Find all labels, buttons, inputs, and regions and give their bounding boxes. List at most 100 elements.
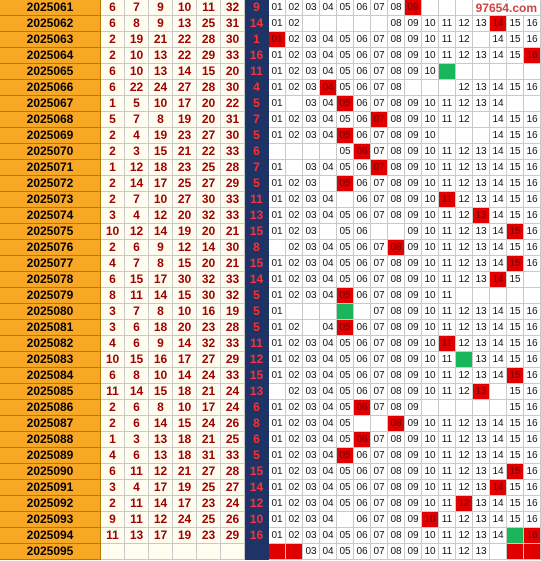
trend-cell: 11 bbox=[439, 464, 456, 480]
red-number: 31 bbox=[221, 16, 245, 32]
trend-cell: 09 bbox=[405, 96, 422, 112]
trend-cell: 07 bbox=[371, 496, 388, 512]
red-number: 10 bbox=[149, 96, 173, 112]
red-number: 15 bbox=[149, 384, 173, 400]
trend-cell bbox=[422, 0, 439, 16]
trend-cell: 08 bbox=[388, 256, 405, 272]
trend-cell: 09 bbox=[405, 320, 422, 336]
trend-cell: 13 bbox=[473, 48, 490, 64]
trend-cell: 06 bbox=[354, 144, 371, 160]
trend-cell: 09 bbox=[405, 288, 422, 304]
red-number: 6 bbox=[101, 64, 125, 80]
red-number bbox=[149, 544, 173, 560]
trend-cell: 10 bbox=[422, 208, 439, 224]
trend-cell: 02 bbox=[286, 112, 303, 128]
trend-cell: 04 bbox=[320, 464, 337, 480]
trend-cell: 05 bbox=[337, 288, 354, 304]
red-number: 23 bbox=[197, 496, 221, 512]
trend-cell: 01 bbox=[269, 48, 286, 64]
red-number: 32 bbox=[197, 208, 221, 224]
red-number: 10 bbox=[173, 0, 197, 16]
trend-cell: 08 bbox=[388, 416, 405, 432]
trend-cell: 08 bbox=[388, 368, 405, 384]
red-number: 19 bbox=[221, 304, 245, 320]
trend-cell bbox=[490, 288, 507, 304]
trend-cell: 12 bbox=[456, 304, 473, 320]
trend-cell: 16 bbox=[524, 16, 541, 32]
trend-cell: 06 bbox=[354, 48, 371, 64]
trend-cell: 12 bbox=[456, 192, 473, 208]
red-number: 10 bbox=[101, 352, 125, 368]
red-number: 2 bbox=[101, 400, 125, 416]
red-number: 3 bbox=[125, 144, 149, 160]
trend-cell: 11 bbox=[439, 96, 456, 112]
trend-cell: 05 bbox=[337, 496, 354, 512]
period: 2025064 bbox=[0, 48, 101, 64]
red-number: 6 bbox=[101, 464, 125, 480]
red-number: 24 bbox=[197, 368, 221, 384]
trend-cell bbox=[354, 416, 371, 432]
trend-cell: 10 bbox=[422, 480, 439, 496]
trend-cell: 02 bbox=[286, 352, 303, 368]
red-number: 20 bbox=[173, 208, 197, 224]
trend-cell: 08 bbox=[388, 176, 405, 192]
trend-cell: 16 bbox=[524, 384, 541, 400]
trend-cell: 14 bbox=[490, 96, 507, 112]
trend-cell: 09 bbox=[405, 512, 422, 528]
trend-cell bbox=[439, 0, 456, 16]
red-number: 2 bbox=[101, 416, 125, 432]
red-number: 5 bbox=[101, 112, 125, 128]
trend-cell: 02 bbox=[286, 64, 303, 80]
trend-cell: 04 bbox=[320, 384, 337, 400]
trend-cell: 01 bbox=[269, 0, 286, 16]
trend-cell: 08 bbox=[388, 96, 405, 112]
trend-cell bbox=[456, 128, 473, 144]
red-number: 22 bbox=[221, 96, 245, 112]
trend-cell: 03 bbox=[303, 432, 320, 448]
trend-cell: 07 bbox=[371, 176, 388, 192]
trend-cell: 11 bbox=[439, 192, 456, 208]
trend-cell: 15 bbox=[507, 480, 524, 496]
trend-cell: 11 bbox=[439, 432, 456, 448]
trend-cell: 09 bbox=[405, 48, 422, 64]
trend-cell: 05 bbox=[337, 176, 354, 192]
red-number: 15 bbox=[197, 64, 221, 80]
trend-cell: 15 bbox=[507, 160, 524, 176]
red-number: 12 bbox=[125, 224, 149, 240]
trend-cell: 01 bbox=[269, 352, 286, 368]
red-number: 16 bbox=[197, 304, 221, 320]
red-number: 19 bbox=[149, 128, 173, 144]
trend-cell: 02 bbox=[286, 208, 303, 224]
trend-cell: 01 bbox=[269, 464, 286, 480]
trend-cell: 07 bbox=[371, 512, 388, 528]
trend-cell bbox=[456, 288, 473, 304]
trend-cell: 10 bbox=[422, 528, 439, 544]
trend-cell: 09 bbox=[405, 176, 422, 192]
watermark: 97654.com bbox=[475, 1, 537, 15]
trend-cell: 16 bbox=[524, 416, 541, 432]
blue-number: 13 bbox=[245, 208, 269, 224]
trend-cell: 12 bbox=[456, 176, 473, 192]
red-number: 18 bbox=[173, 384, 197, 400]
red-number: 14 bbox=[197, 240, 221, 256]
trend-cell bbox=[303, 144, 320, 160]
trend-cell: 10 bbox=[422, 304, 439, 320]
trend-cell: 01 bbox=[269, 304, 286, 320]
trend-cell: 09 bbox=[405, 352, 422, 368]
trend-cell: 08 bbox=[388, 192, 405, 208]
trend-cell: 06 bbox=[354, 192, 371, 208]
trend-cell: 16 bbox=[524, 448, 541, 464]
trend-cell: 14 bbox=[490, 272, 507, 288]
trend-cell: 07 bbox=[371, 64, 388, 80]
trend-cell: 09 bbox=[405, 384, 422, 400]
trend-cell: 16 bbox=[524, 80, 541, 96]
red-number: 21 bbox=[197, 432, 221, 448]
trend-cell bbox=[303, 16, 320, 32]
trend-cell bbox=[439, 80, 456, 96]
trend-cell: 04 bbox=[320, 512, 337, 528]
trend-cell bbox=[456, 0, 473, 16]
trend-cell: 15 bbox=[507, 384, 524, 400]
trend-cell: 07 bbox=[371, 208, 388, 224]
blue-number: 12 bbox=[245, 496, 269, 512]
trend-cell: 03 bbox=[303, 400, 320, 416]
